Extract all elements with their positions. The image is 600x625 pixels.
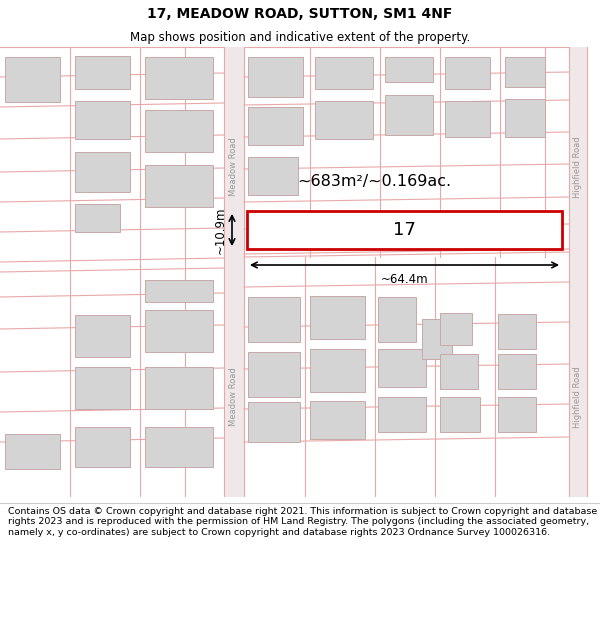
Bar — [445, 101, 490, 137]
Text: Meadow Road: Meadow Road — [229, 138, 239, 196]
Bar — [145, 427, 213, 467]
Bar — [310, 296, 365, 339]
Text: ~10.9m: ~10.9m — [214, 206, 227, 254]
Bar — [248, 57, 303, 97]
Bar — [385, 95, 433, 135]
Bar — [310, 401, 365, 439]
Bar — [248, 352, 300, 397]
Bar — [75, 56, 130, 89]
Bar — [378, 297, 416, 342]
Bar — [378, 349, 426, 387]
Bar — [75, 367, 130, 409]
Bar — [385, 57, 433, 82]
Bar — [505, 99, 545, 137]
Text: 17: 17 — [393, 221, 416, 239]
Text: ~683m²/~0.169ac.: ~683m²/~0.169ac. — [298, 174, 452, 189]
Bar — [145, 165, 213, 207]
Bar — [440, 313, 472, 345]
Bar — [498, 397, 536, 432]
Bar — [498, 314, 536, 349]
Bar — [498, 354, 536, 389]
Bar — [145, 310, 213, 352]
Bar — [75, 101, 130, 139]
Bar — [248, 297, 300, 342]
Text: 17, MEADOW ROAD, SUTTON, SM1 4NF: 17, MEADOW ROAD, SUTTON, SM1 4NF — [148, 7, 452, 21]
Bar — [440, 354, 478, 389]
Bar — [315, 57, 373, 89]
Bar — [5, 434, 60, 469]
Bar — [248, 157, 298, 195]
Bar — [75, 152, 130, 192]
Bar — [75, 315, 130, 357]
Bar — [445, 57, 490, 89]
Bar — [569, 47, 587, 497]
Bar — [247, 211, 562, 249]
Bar — [440, 397, 480, 432]
Text: Contains OS data © Crown copyright and database right 2021. This information is : Contains OS data © Crown copyright and d… — [8, 507, 597, 537]
Bar — [145, 280, 213, 302]
Text: Map shows position and indicative extent of the property.: Map shows position and indicative extent… — [130, 31, 470, 44]
Bar — [310, 349, 365, 392]
Text: Highfield Road: Highfield Road — [574, 366, 583, 428]
Text: Meadow Road: Meadow Road — [229, 368, 239, 426]
Bar — [224, 47, 244, 497]
Bar — [75, 204, 120, 232]
Bar — [315, 101, 373, 139]
Text: Highfield Road: Highfield Road — [574, 136, 583, 198]
Bar — [145, 367, 213, 409]
Bar — [248, 402, 300, 442]
Bar — [75, 427, 130, 467]
Bar — [422, 319, 452, 359]
Bar — [505, 57, 545, 87]
Bar — [145, 57, 213, 99]
Bar — [145, 110, 213, 152]
Bar — [378, 397, 426, 432]
Bar — [248, 107, 303, 145]
Text: ~64.4m: ~64.4m — [380, 273, 428, 286]
Bar — [5, 57, 60, 102]
